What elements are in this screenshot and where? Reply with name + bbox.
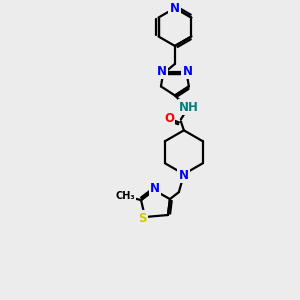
Text: N: N: [170, 2, 180, 15]
Text: N: N: [183, 65, 193, 78]
Text: CH₃: CH₃: [115, 191, 135, 201]
Text: NH: NH: [179, 101, 199, 114]
Text: S: S: [138, 212, 146, 224]
Text: N: N: [150, 182, 160, 195]
Text: N: N: [157, 65, 167, 78]
Text: O: O: [164, 112, 174, 125]
Text: N: N: [179, 169, 189, 182]
